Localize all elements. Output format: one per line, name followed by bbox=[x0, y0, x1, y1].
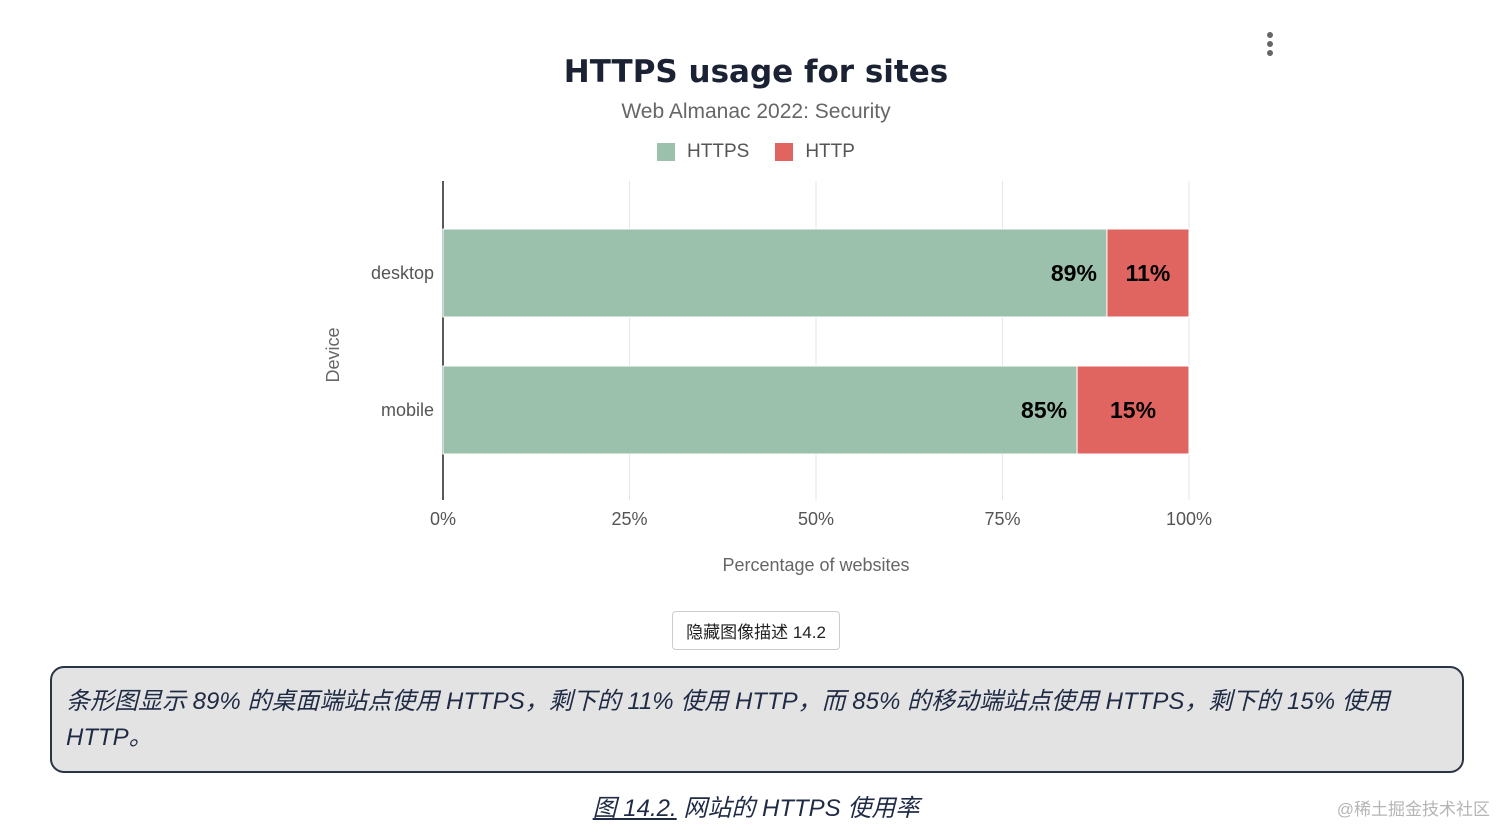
y-axis-title: Device bbox=[323, 327, 343, 382]
bar-https-desktop bbox=[442, 228, 1108, 318]
more-vertical-icon bbox=[1267, 32, 1273, 56]
bar-http-desktop bbox=[1106, 228, 1190, 318]
chart-title: HTTPS usage for sites bbox=[563, 54, 949, 90]
chart-subtitle: Web Almanac 2022: Security bbox=[621, 100, 891, 123]
bar-https-mobile bbox=[442, 365, 1078, 455]
y-category-label: mobile bbox=[381, 400, 434, 420]
toggle-description-button[interactable]: 隐藏图像描述 14.2 bbox=[672, 611, 840, 650]
legend-swatch-http bbox=[775, 143, 794, 161]
legend-swatch-https bbox=[657, 143, 676, 161]
chart-legend: HTTPS HTTP bbox=[0, 141, 1512, 163]
x-tick-label: 25% bbox=[611, 509, 647, 529]
data-label: 85% bbox=[1021, 397, 1067, 423]
chart-description: 条形图显示 89% 的桌面端站点使用 HTTPS，剩下的 11% 使用 HTTP… bbox=[50, 666, 1464, 773]
legend-item-http[interactable]: HTTP bbox=[775, 141, 855, 163]
x-axis-title: Percentage of websites bbox=[722, 555, 909, 575]
figure-number-link[interactable]: 图 14.2. bbox=[592, 795, 677, 822]
figure-caption-text: 网站的 HTTPS 使用率 bbox=[676, 795, 920, 822]
figure-caption: 图 14.2. 网站的 HTTPS 使用率 bbox=[0, 788, 1512, 823]
chart-menu-button[interactable] bbox=[1254, 28, 1286, 60]
chart-description-text: 条形图显示 89% 的桌面端站点使用 HTTPS，剩下的 11% 使用 HTTP… bbox=[66, 688, 1390, 751]
data-label: 11% bbox=[1126, 260, 1171, 286]
legend-item-https[interactable]: HTTPS bbox=[657, 141, 749, 163]
x-tick-label: 75% bbox=[984, 509, 1020, 529]
x-tick-label: 50% bbox=[798, 509, 834, 529]
legend-label-https: HTTPS bbox=[687, 141, 750, 162]
y-category-label: desktop bbox=[371, 263, 434, 283]
data-label: 89% bbox=[1051, 260, 1097, 286]
chart-plot: 0% 25% 50% 75% 100% desktop 89% 11% mobile 85% 15%… bbox=[323, 181, 1212, 575]
x-tick-label: 0% bbox=[430, 509, 456, 529]
watermark: @稀土掘金技术社区 bbox=[1336, 800, 1490, 819]
data-label: 15% bbox=[1110, 397, 1156, 423]
x-tick-label: 100% bbox=[1166, 509, 1212, 529]
legend-label-http: HTTP bbox=[805, 141, 855, 162]
bar-http-mobile bbox=[1076, 365, 1190, 455]
